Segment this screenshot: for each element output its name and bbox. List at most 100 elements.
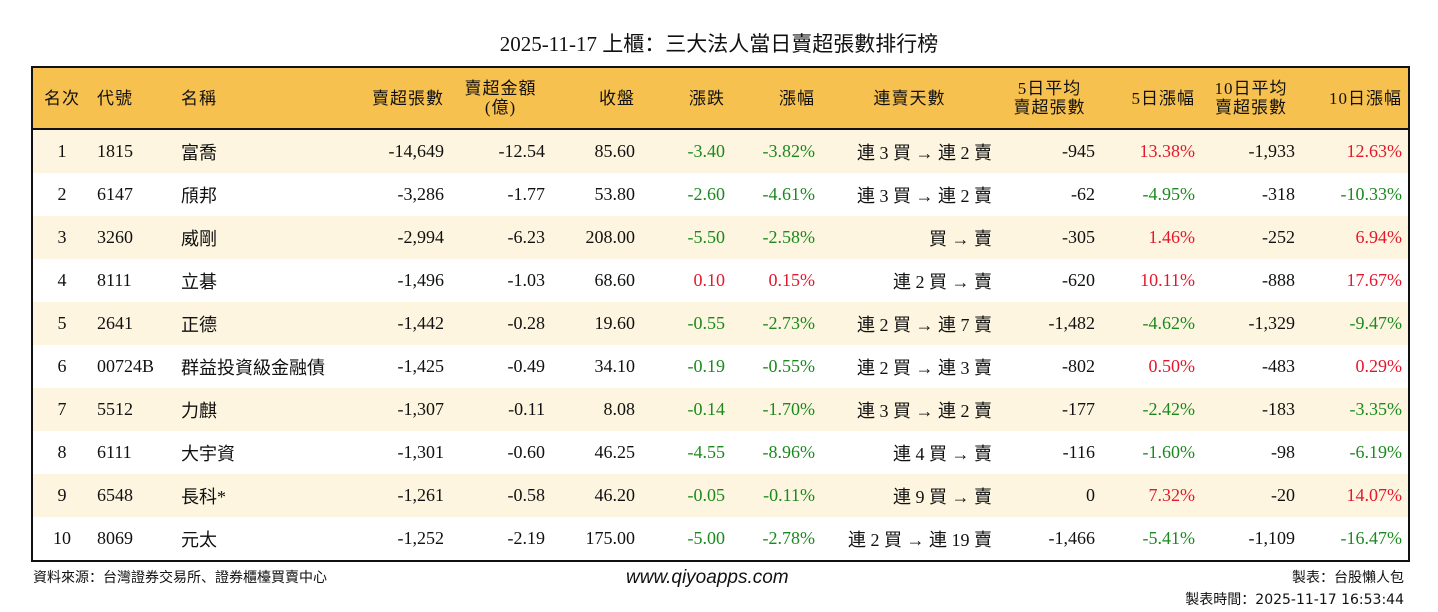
cell-change: -2.60: [687, 184, 726, 204]
cell-name: 富喬: [181, 142, 217, 163]
generated-timestamp: 製表時間：2025-11-17 16:53:44: [1185, 592, 1404, 608]
cell-rank: 10: [53, 528, 71, 548]
cell-change: 0.10: [693, 270, 726, 290]
cell-avg5-sell: -620: [1062, 270, 1095, 290]
cell-avg5-sell: -305: [1062, 227, 1095, 247]
cell-pct5: 13.38%: [1139, 141, 1196, 161]
table-row: 5 2641 正德 -1,442 -0.28 19.60 -0.55 -2.73% 連 2 買 …: [32, 302, 1409, 345]
page-title: 2025-11-17 上櫃：三大法人當日賣超張數排行榜: [499, 32, 939, 56]
header-close: 收盤: [599, 88, 635, 108]
cell-change-pct: 0.15%: [768, 270, 816, 290]
cell-net-sell-volume: -1,301: [397, 442, 445, 462]
cell-rank: 8: [57, 442, 67, 462]
cell-rank: 3: [57, 227, 67, 247]
cell-net-sell-volume: -14,649: [388, 141, 445, 161]
table-row: 8 6111 大宇資 -1,301 -0.60 46.25 -4.55 -8.96% 連 4 買…: [32, 431, 1409, 474]
cell-code: 00724B: [97, 356, 155, 376]
cell-rank: 5: [57, 313, 67, 333]
cell-change-pct: -0.11%: [763, 485, 815, 505]
cell-name: 長科*: [181, 486, 226, 507]
cell-code: 8069: [97, 528, 133, 548]
header-pct10: 10日漲幅: [1329, 88, 1402, 108]
cell-code: 1815: [97, 141, 133, 161]
cell-name: 威剛: [181, 228, 217, 249]
cell-change-pct: -1.70%: [762, 399, 816, 419]
cell-close: 46.20: [594, 485, 636, 505]
cell-streak: 連 9 買 → 賣: [893, 486, 992, 507]
cell-rank: 6: [57, 356, 67, 376]
cell-close: 46.25: [594, 442, 636, 462]
cell-avg10-sell: -1,933: [1248, 141, 1296, 161]
cell-code: 6147: [97, 184, 133, 204]
cell-name: 頎邦: [181, 185, 217, 206]
cell-streak: 連 4 買 → 賣: [893, 443, 992, 464]
table-row: 6 00724B 群益投資級金融債 -1,425 -0.49 34.10 -0.19 -0.5…: [32, 345, 1409, 388]
table-row: 9 6548 長科* -1,261 -0.58 46.20 -0.05 -0.11% 連 9 買…: [32, 474, 1409, 517]
cell-streak: 連 3 買 → 連 2 賣: [857, 142, 992, 163]
table-row: 2 6147 頎邦 -3,286 -1.77 53.80 -2.60 -4.61% 連 3 買 …: [32, 173, 1409, 216]
cell-pct10: 0.29%: [1355, 356, 1403, 376]
cell-pct10: -6.19%: [1349, 442, 1403, 462]
cell-change: -0.55: [687, 313, 726, 333]
cell-avg5-sell: -1,482: [1048, 313, 1096, 333]
data-source: 資料來源：台灣證券交易所、證券櫃檯買賣中心: [33, 570, 327, 586]
cell-name: 立碁: [181, 271, 217, 292]
author-credit: 製表：台股懶人包: [1292, 570, 1404, 586]
cell-pct10: 6.94%: [1355, 227, 1403, 247]
cell-net-sell-amount: -12.54: [498, 141, 546, 161]
cell-avg10-sell: -1,109: [1248, 528, 1296, 548]
cell-avg5-sell: -802: [1062, 356, 1095, 376]
header-name: 名稱: [181, 88, 217, 108]
cell-streak: 連 3 買 → 連 2 賣: [857, 185, 992, 206]
cell-avg5-sell: -62: [1071, 184, 1095, 204]
header-change-pct: 漲幅: [779, 88, 815, 108]
cell-streak: 連 2 買 → 連 19 賣: [848, 529, 992, 550]
cell-close: 68.60: [594, 270, 636, 290]
cell-close: 8.08: [603, 399, 636, 419]
cell-avg10-sell: -252: [1262, 227, 1295, 247]
cell-pct10: -3.35%: [1349, 399, 1403, 419]
header-streak: 連賣天數: [873, 88, 946, 108]
table-body: 1 1815 富喬 -14,649 -12.54 85.60 -3.40 -3.82% 連 3 …: [32, 129, 1409, 561]
table-header: 名次 代號 名稱 賣超張數 賣超金額 (億) 收盤 漲跌 漲幅 連賣天數 5日平均 賣超張數 5日漲…: [32, 67, 1409, 129]
table-row: 4 8111 立碁 -1,496 -1.03 68.60 0.10 0.15% 連 2 買 → …: [32, 259, 1409, 302]
cell-change-pct: -0.55%: [762, 356, 816, 376]
cell-net-sell-volume: -1,442: [397, 313, 445, 333]
cell-change: -5.50: [687, 227, 726, 247]
cell-avg5-sell: -1,466: [1048, 528, 1096, 548]
cell-close: 34.10: [594, 356, 636, 376]
cell-streak: 買 → 賣: [929, 228, 992, 249]
cell-pct5: -4.62%: [1142, 313, 1196, 333]
cell-streak: 連 3 買 → 連 2 賣: [857, 400, 992, 421]
cell-net-sell-amount: -1.03: [507, 270, 546, 290]
cell-net-sell-volume: -2,994: [397, 227, 445, 247]
header-avg5-sell: 5日平均 賣超張數: [1013, 79, 1086, 117]
cell-net-sell-amount: -6.23: [507, 227, 546, 247]
cell-code: 6111: [97, 442, 132, 462]
cell-change: -5.00: [687, 528, 726, 548]
cell-change: -0.19: [687, 356, 726, 376]
cell-net-sell-volume: -1,496: [397, 270, 445, 290]
header-code: 代號: [97, 88, 133, 108]
cell-net-sell-amount: -0.28: [507, 313, 546, 333]
cell-net-sell-amount: -1.77: [507, 184, 546, 204]
cell-net-sell-amount: -2.19: [507, 528, 546, 548]
cell-rank: 1: [57, 141, 67, 161]
cell-net-sell-amount: -0.49: [507, 356, 546, 376]
cell-net-sell-volume: -1,307: [397, 399, 445, 419]
cell-change-pct: -2.73%: [762, 313, 816, 333]
cell-change-pct: -3.82%: [762, 141, 816, 161]
website-link[interactable]: www.qiyoapps.com: [626, 567, 789, 588]
cell-change-pct: -2.58%: [762, 227, 816, 247]
table-row: 3 3260 威剛 -2,994 -6.23 208.00 -5.50 -2.58% 買 → 賣…: [32, 216, 1409, 259]
header-rank: 名次: [44, 88, 80, 108]
cell-rank: 7: [57, 399, 67, 419]
cell-change-pct: -4.61%: [762, 184, 816, 204]
cell-avg10-sell: -20: [1271, 485, 1295, 505]
cell-net-sell-amount: -0.11: [508, 399, 545, 419]
cell-pct5: -4.95%: [1142, 184, 1196, 204]
cell-rank: 2: [57, 184, 67, 204]
cell-code: 5512: [97, 399, 133, 419]
table-row: 10 8069 元太 -1,252 -2.19 175.00 -5.00 -2.78% 連 2 …: [32, 517, 1409, 561]
cell-pct10: -16.47%: [1340, 528, 1403, 548]
